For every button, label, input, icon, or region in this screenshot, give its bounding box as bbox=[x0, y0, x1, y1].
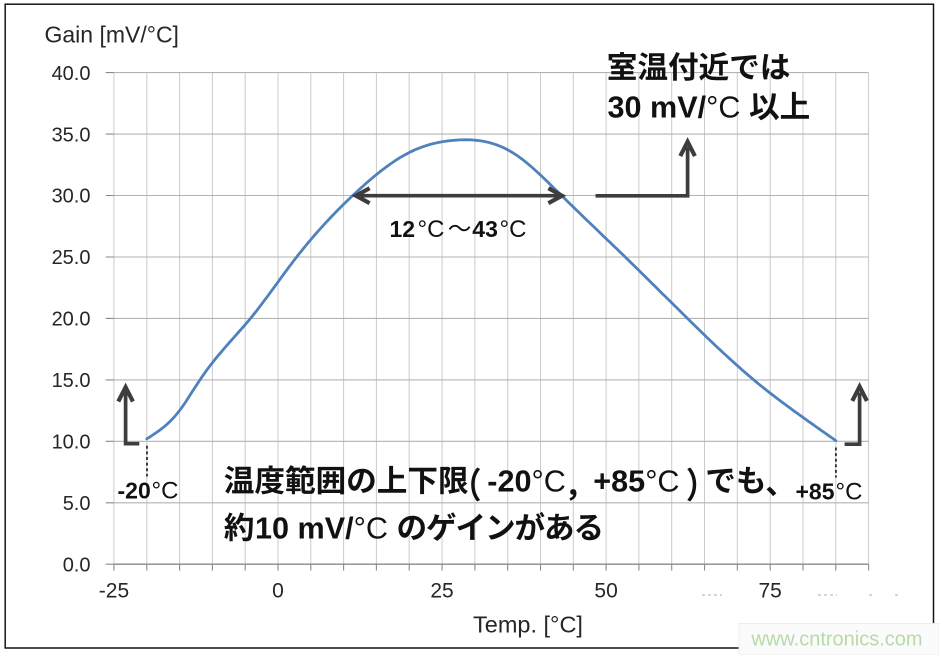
svg-text:°C: °C bbox=[418, 216, 445, 243]
svg-text:Temp. [°C]: Temp. [°C] bbox=[473, 612, 583, 638]
svg-text:-25: -25 bbox=[99, 580, 129, 603]
svg-text:30.0: 30.0 bbox=[52, 186, 91, 208]
svg-text:0: 0 bbox=[272, 580, 284, 603]
svg-text:25: 25 bbox=[430, 580, 453, 603]
svg-text:25.0: 25.0 bbox=[52, 247, 91, 269]
svg-text:°C: °C bbox=[706, 91, 740, 125]
svg-text:www.cntronics.com: www.cntronics.com bbox=[750, 629, 922, 651]
svg-text:°C: °C bbox=[645, 465, 679, 499]
svg-text:0.0: 0.0 bbox=[63, 554, 91, 576]
svg-text:°C: °C bbox=[836, 479, 863, 506]
svg-text:+85: +85 bbox=[593, 465, 645, 499]
svg-text:+85: +85 bbox=[796, 479, 835, 505]
svg-text:20.0: 20.0 bbox=[52, 309, 91, 331]
svg-text:12: 12 bbox=[390, 216, 416, 242]
svg-text:°C: °C bbox=[354, 512, 388, 546]
svg-text:30 mV/: 30 mV/ bbox=[608, 91, 707, 125]
svg-text:-20: -20 bbox=[118, 478, 151, 504]
svg-text:75: 75 bbox=[758, 580, 781, 603]
svg-text:°C: °C bbox=[532, 465, 566, 499]
svg-text:-20: -20 bbox=[487, 465, 531, 499]
svg-text:Gain [mV/°C]: Gain [mV/°C] bbox=[45, 22, 179, 48]
svg-text:43: 43 bbox=[472, 216, 498, 242]
svg-text:°C: °C bbox=[152, 478, 179, 505]
svg-text:35.0: 35.0 bbox=[52, 124, 91, 146]
svg-text:5.0: 5.0 bbox=[63, 493, 91, 515]
svg-text:10 mV/: 10 mV/ bbox=[255, 512, 354, 546]
svg-text:10.0: 10.0 bbox=[52, 432, 91, 454]
svg-text:°C: °C bbox=[500, 216, 527, 243]
svg-text:15.0: 15.0 bbox=[52, 370, 91, 392]
svg-text:40.0: 40.0 bbox=[52, 63, 91, 85]
svg-text:50: 50 bbox=[594, 580, 617, 603]
